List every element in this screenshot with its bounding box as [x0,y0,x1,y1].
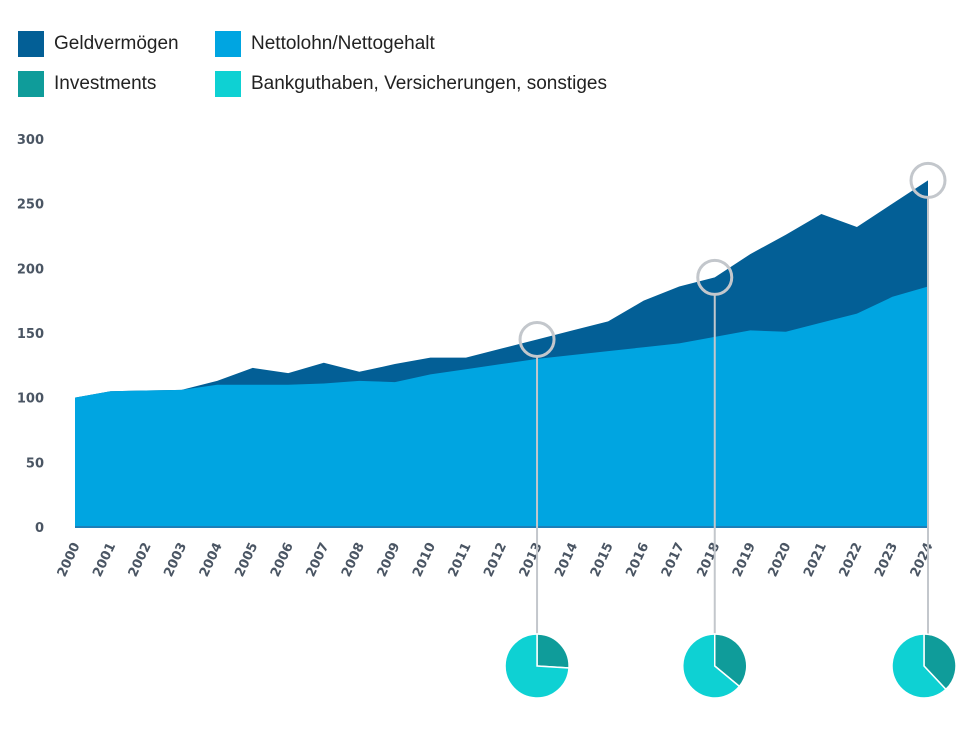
legend-label: Investments [54,73,157,94]
x-tick-label: 2024 [908,540,937,579]
callout-marker [696,258,734,296]
legend-swatch [18,71,44,97]
pie-slice-2018-investments [714,633,748,688]
y-tick-label: 100 [17,392,44,407]
legend-item-geldvermoegen: Geldvermögen [18,30,179,58]
x-tick-label: 2013 [517,540,546,579]
x-tick-label: 2017 [659,540,688,579]
legend-label: Bankguthaben, Versicherungen, sonstiges [251,73,607,94]
pie-slice-2013-investments [536,633,570,669]
x-tick-label: 2001 [90,540,119,579]
x-tick-label: 2011 [446,540,475,579]
pie-slice-2013-bankguthaben [504,633,570,699]
x-tick-label: 2010 [410,540,439,579]
x-tick-label: 2007 [304,540,333,579]
legend-swatch [215,71,241,97]
x-tick-label: 2005 [232,540,261,579]
x-tick-label: 2023 [872,540,901,579]
legend-swatch [215,31,241,57]
y-tick-label: 50 [26,456,44,471]
pie-slice-2024-investments [923,633,957,691]
legend-label: Geldvermögen [54,33,179,54]
legend-label: Nettolohn/Nettogehalt [251,33,435,54]
x-tick-label: 2006 [268,540,297,579]
x-tick-label: 2012 [481,540,510,579]
x-tick-label: 2003 [161,540,190,579]
y-tick-label: 150 [17,327,44,342]
x-tick-label: 2022 [837,540,866,579]
x-tick-label: 2020 [766,540,795,579]
legend-item-bankguthaben: Bankguthaben, Versicherungen, sonstiges [215,70,607,98]
legend-item-nettolohn: Nettolohn/Nettogehalt [215,30,435,58]
x-tick-label: 2021 [801,540,830,579]
pie-slice-2024-bankguthaben [891,633,947,699]
callout-marker [909,161,947,199]
pie-slice-2018-bankguthaben [682,633,741,699]
legend-swatch [18,31,44,57]
x-tick-label: 2000 [55,540,84,579]
x-tick-label: 2019 [730,540,759,579]
y-tick-label: 200 [17,262,44,277]
y-tick-label: 0 [35,521,44,536]
y-tick-label: 250 [17,198,44,213]
x-tick-label: 2018 [694,540,723,579]
x-tick-label: 2015 [588,540,617,579]
x-tick-label: 2014 [552,540,581,579]
x-tick-label: 2008 [339,540,368,579]
callout-marker [518,320,556,358]
x-tick-label: 2009 [375,540,404,579]
y-tick-label: 300 [17,133,44,148]
x-tick-label: 2002 [126,540,155,579]
x-tick-label: 2016 [623,540,652,579]
x-tick-label: 2004 [197,540,226,579]
legend-item-investments: Investments [18,70,156,98]
